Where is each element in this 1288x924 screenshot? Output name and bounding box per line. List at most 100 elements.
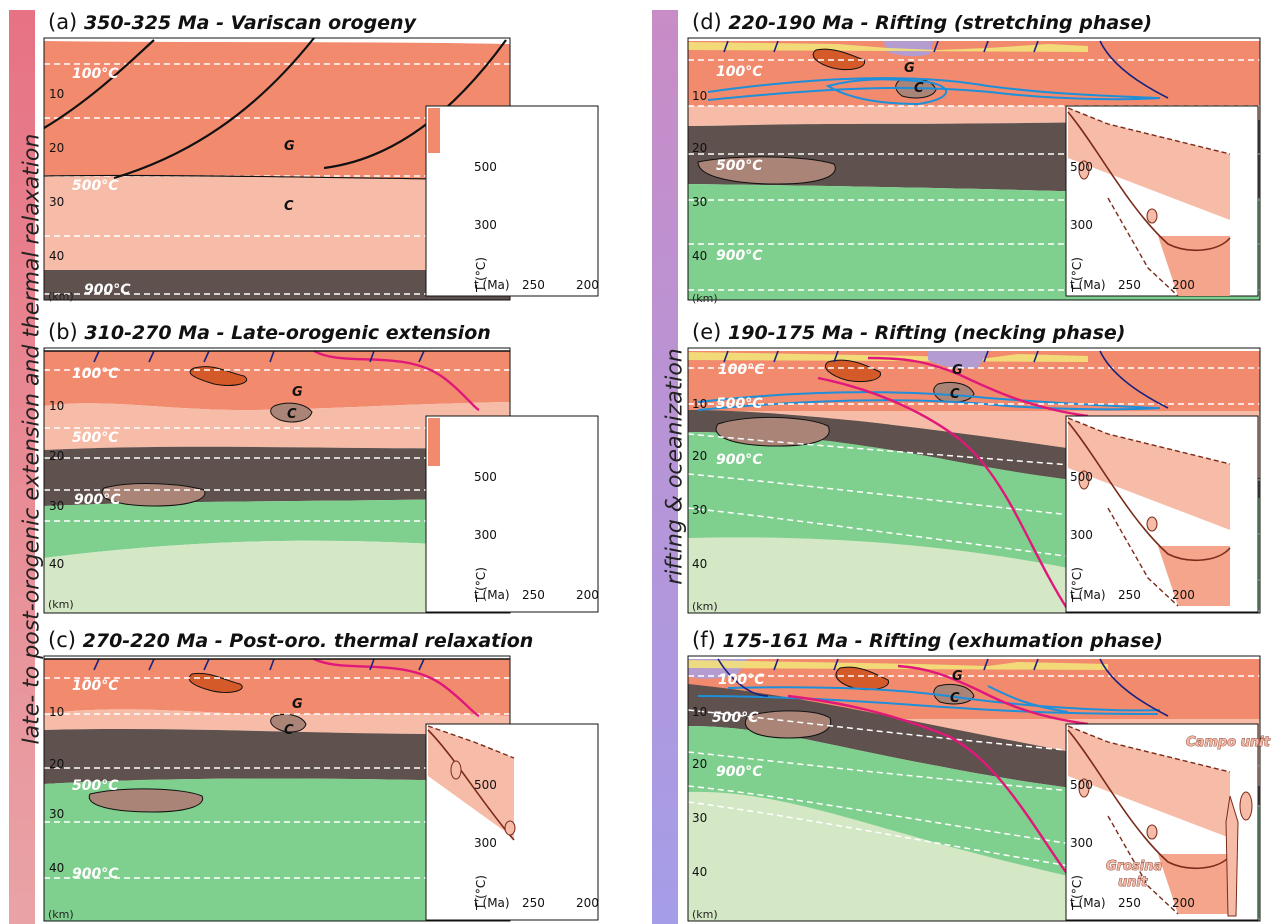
panel-f-title: (f) 175-161 Ma - Rifting (exhumation pha… [692, 628, 1163, 652]
depth-label: 10 [49, 705, 64, 719]
tt-inset [1065, 105, 1259, 297]
right-side-bar [652, 10, 678, 924]
inset-x-axis-label: t (Ma) [1070, 896, 1106, 910]
gabbro-label: C [914, 81, 924, 96]
panel-b-title: (b) 310-270 Ma - Late-orogenic extension [48, 320, 491, 344]
grosina-unit-label: Grosina [1106, 859, 1162, 874]
granite-label: G [292, 697, 303, 712]
depth-label: 40 [49, 861, 64, 875]
isotherm-100-label: 100°C [72, 66, 119, 82]
granite-label: G [904, 61, 915, 76]
isotherm-900-label: 900°C [716, 764, 763, 780]
inset-x-tick: 250 [522, 588, 545, 602]
isotherm-900-label: 900°C [716, 248, 763, 264]
panel-c-section: 10 20 30 40 (km) 100°C 500°C 900°C G C [43, 655, 599, 922]
inset-x-axis-label: t (Ma) [474, 896, 510, 910]
panel-letter: (f) [692, 628, 716, 652]
isotherm-900-label: 900°C [74, 492, 121, 508]
depth-label: 10 [49, 87, 64, 101]
granite-label: G [292, 385, 303, 400]
panel-letter: (a) [48, 10, 78, 34]
inset-x-tick: 200 [1172, 896, 1195, 910]
depth-label: 40 [49, 557, 64, 571]
inset-x-axis-label: t (Ma) [474, 278, 510, 292]
inset-y-tick: 300 [1070, 528, 1093, 542]
depth-label: 20 [692, 449, 707, 463]
inset-x-tick: 250 [1118, 588, 1141, 602]
depth-label: 30 [692, 503, 707, 517]
depth-label: 40 [692, 557, 707, 571]
inset-x-axis-label: t (Ma) [474, 588, 510, 602]
inset-x-tick: 250 [1118, 896, 1141, 910]
tt-inset: Campo unit Grosina unit [1065, 723, 1271, 921]
isotherm-500-label: 500°C [72, 430, 119, 446]
panel-title-text: 190-175 Ma - Rifting (necking phase) [728, 322, 1126, 344]
isotherm-500-label: 500°C [712, 710, 759, 726]
inset-y-tick: 300 [1070, 218, 1093, 232]
panel-e-title: (e) 190-175 Ma - Rifting (necking phase) [692, 320, 1126, 344]
inset-x-tick: 200 [576, 588, 599, 602]
inset-y-tick: 300 [474, 836, 497, 850]
isotherm-100-label: 100°C [718, 672, 765, 688]
panel-f-section: 10 20 30 40 (km) 100°C 500°C 900°C G C C… [687, 655, 1271, 922]
isotherm-500-label: 500°C [72, 778, 119, 794]
granite-label: G [284, 139, 295, 154]
isotherm-100-label: 100°C [718, 362, 765, 378]
tt-inset [425, 105, 599, 297]
km-label: (km) [48, 598, 74, 611]
inset-x-tick: 200 [576, 896, 599, 910]
inset-x-tick: 250 [522, 896, 545, 910]
inset-x-tick: 200 [1172, 278, 1195, 292]
panel-title-text: 270-220 Ma - Post-oro. thermal relaxatio… [82, 630, 534, 652]
inset-x-axis-label: t (Ma) [1070, 588, 1106, 602]
depth-label: 20 [49, 141, 64, 155]
inset-x-tick: 200 [1172, 588, 1195, 602]
panel-letter: (e) [692, 320, 722, 344]
depth-label: 10 [692, 89, 707, 103]
isotherm-100-label: 100°C [72, 678, 119, 694]
right-side-label: rifting & oceanization [662, 348, 688, 585]
inset-y-tick: 500 [1070, 160, 1093, 174]
depth-label: 40 [692, 249, 707, 263]
inset-y-tick: 500 [474, 778, 497, 792]
depth-label: 30 [49, 499, 64, 513]
tt-inset [425, 415, 599, 613]
depth-label: 30 [692, 811, 707, 825]
depth-label: 20 [692, 141, 707, 155]
depth-label: 30 [49, 195, 64, 209]
km-label: (km) [48, 908, 74, 921]
granite-label: G [952, 363, 963, 378]
panel-letter: (b) [48, 320, 78, 344]
panel-b-section: 10 20 30 40 (km) 100°C 500°C 900°C G C [43, 347, 599, 614]
inset-y-tick: 300 [474, 218, 497, 232]
depth-label: 20 [49, 757, 64, 771]
panel-letter: (d) [692, 10, 722, 34]
panel-d-section: 10 20 30 40 (km) 100°C 500°C 900°C G C [687, 37, 1261, 305]
panel-title-text: 310-270 Ma - Late-orogenic extension [84, 322, 491, 344]
isotherm-500-label: 500°C [72, 178, 119, 194]
isotherm-900-label: 900°C [72, 866, 119, 882]
tt-inset [1065, 415, 1259, 613]
campo-unit-label: Campo unit [1186, 735, 1271, 750]
gabbro-label: C [284, 199, 294, 214]
isotherm-900-label: 900°C [84, 282, 131, 298]
inset-y-tick: 500 [1070, 470, 1093, 484]
tt-inset [425, 723, 599, 921]
panel-title-text: 220-190 Ma - Rifting (stretching phase) [728, 12, 1153, 34]
depth-label: 40 [692, 865, 707, 879]
gabbro-label: C [950, 387, 960, 402]
inset-y-tick: 300 [474, 528, 497, 542]
depth-label: 20 [49, 449, 64, 463]
panel-title-text: 350-325 Ma - Variscan orogeny [83, 12, 416, 34]
isotherm-500-label: 500°C [716, 158, 763, 174]
inset-x-tick: 200 [576, 278, 599, 292]
isotherm-100-label: 100°C [716, 64, 763, 80]
km-label: (km) [692, 292, 718, 305]
grosina-unit-label: unit [1118, 875, 1148, 890]
panel-letter: (c) [48, 628, 76, 652]
panel-title-text: 175-161 Ma - Rifting (exhumation phase) [722, 630, 1163, 652]
km-label: (km) [692, 908, 718, 921]
depth-label: 10 [692, 705, 707, 719]
isotherm-500-label: 500°C [716, 396, 763, 412]
inset-y-tick: 300 [1070, 836, 1093, 850]
